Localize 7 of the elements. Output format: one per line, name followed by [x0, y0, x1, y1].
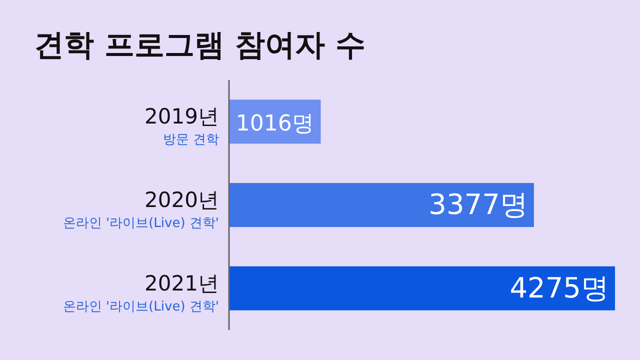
y-tick-label: 2020년 온라인 '라이브(Live) 견학' [62, 188, 219, 231]
data-label: 3377명 [428, 188, 528, 221]
chart-title: 견학 프로그램 참여자 수 [34, 28, 366, 63]
y-tick-label: 2019년 방문 견학 [144, 104, 219, 148]
data-label: 1016명 [236, 112, 314, 137]
y-tick-label: 2021년 온라인 '라이브(Live) 견학' [62, 271, 219, 314]
data-label: 4275명 [510, 271, 609, 304]
